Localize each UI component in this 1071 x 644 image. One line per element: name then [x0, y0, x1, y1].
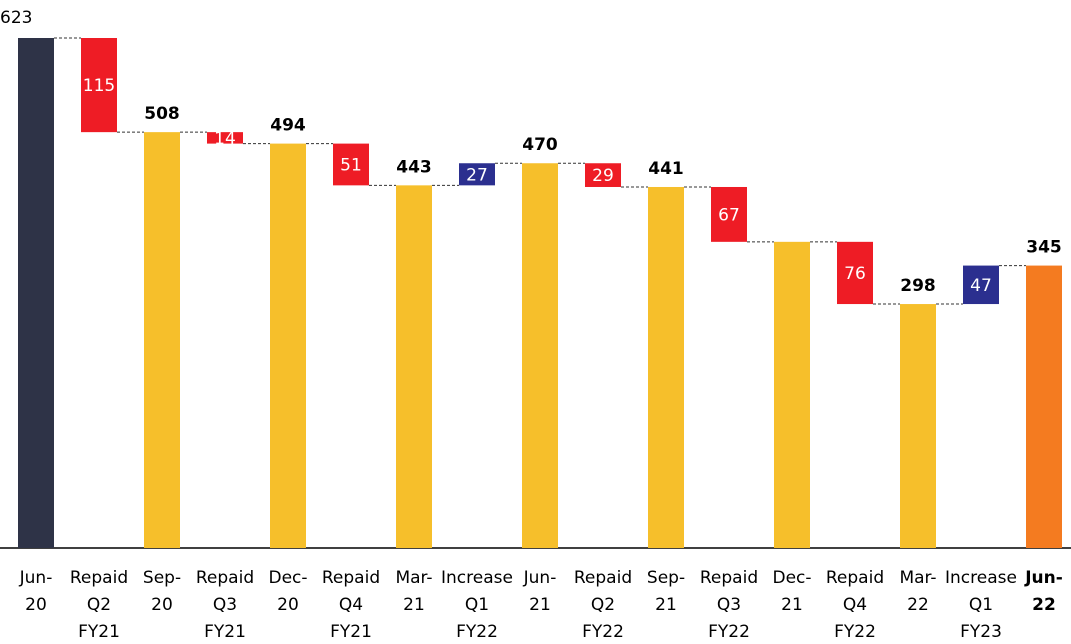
bar [333, 143, 369, 186]
bar [81, 38, 117, 133]
bar [711, 186, 747, 242]
x-tick-label: Increase Q1 FY22 [441, 568, 513, 642]
x-tick-label: Sep-21 [647, 568, 685, 615]
value-label: 443 [396, 157, 432, 177]
x-tick-label: Repaid Q4 FY21 [322, 568, 380, 642]
value-label: 29 [592, 166, 614, 186]
x-tick-label: Mar-22 [899, 568, 936, 615]
value-label: 67 [718, 205, 740, 225]
x-tick-label: Jun-21 [523, 568, 557, 615]
value-label: 14 [214, 129, 236, 149]
bar [963, 265, 999, 305]
x-tick-label: Mar-21 [395, 568, 432, 615]
x-tick-label: Repaid Q3 FY21 [196, 568, 254, 642]
bar [459, 163, 495, 186]
x-tick-label: Dec-21 [772, 568, 811, 615]
bar [270, 143, 306, 548]
bar [18, 38, 54, 548]
x-tick-label: Repaid Q2 FY22 [574, 568, 632, 642]
x-tick-label: Repaid Q4 FY22 [826, 568, 884, 642]
x-tick-label: Dec-20 [268, 568, 307, 615]
bar [900, 304, 936, 548]
value-label: 508 [144, 104, 180, 124]
value-label: 623 [0, 8, 32, 28]
value-label: 76 [844, 264, 866, 284]
value-label: 51 [340, 155, 362, 175]
value-label: 27 [466, 165, 488, 185]
bar [774, 241, 810, 548]
value-label: 115 [83, 76, 115, 96]
value-label: 494 [270, 116, 306, 136]
bar [1026, 265, 1062, 548]
bar [144, 132, 180, 549]
bar [396, 185, 432, 548]
value-label: 298 [900, 276, 936, 296]
x-tick-label: Jun-22 [1024, 568, 1063, 615]
x-tick-label: Repaid Q3 FY22 [700, 568, 758, 642]
bar [837, 241, 873, 305]
x-tick-label: Sep-20 [143, 568, 181, 615]
value-label: 441 [648, 159, 684, 179]
x-tick-label: Repaid Q2 FY21 [70, 568, 128, 642]
bar [522, 163, 558, 549]
bar [585, 163, 621, 187]
bar [648, 186, 684, 548]
x-tick-label: Increase Q1 FY23 [945, 568, 1017, 642]
bar [207, 132, 243, 144]
value-label: 345 [1026, 238, 1062, 258]
value-label: 47 [970, 276, 992, 296]
value-label: 470 [522, 135, 558, 155]
x-tick-label: Jun-20 [19, 568, 53, 615]
